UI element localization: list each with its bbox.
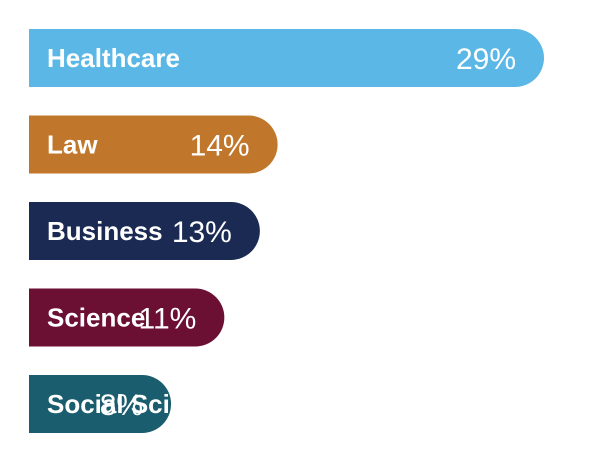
bar-value-label: 13% [172,216,232,249]
bar-business [29,202,260,260]
bar-social-sciences [29,375,172,433]
bar-science [29,288,225,347]
bar-label: Social Sciences [47,389,244,419]
bar-value-label: 14% [190,129,250,162]
bar-value-label: 29% [456,43,516,76]
bar-value-label: 11% [139,302,197,335]
bar-label: Healthcare [47,43,180,73]
bar-label: Law [47,130,98,160]
bar-value-label: 8% [100,389,143,422]
bar-label: Science [47,303,145,333]
bar-law [29,115,278,174]
bar-healthcare [29,29,544,87]
bar-label: Business [47,216,163,246]
